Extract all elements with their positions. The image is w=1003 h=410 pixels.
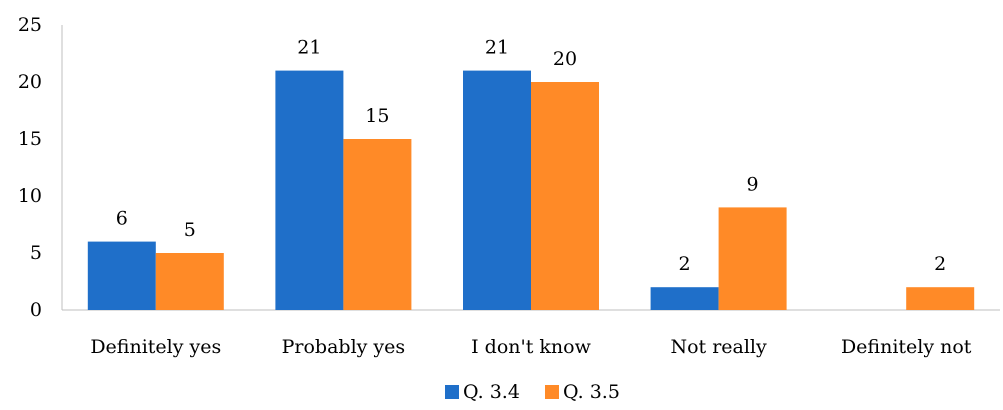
bar: [275, 70, 344, 310]
bar: [155, 253, 224, 310]
bar: [463, 70, 531, 310]
legend-label: Q. 3.5: [563, 381, 620, 403]
bar: [906, 287, 975, 310]
x-tick-label: Definitely not: [841, 336, 972, 358]
legend-label: Q. 3.4: [463, 381, 520, 403]
x-tick-label: Not really: [670, 336, 767, 358]
y-tick-label: 25: [18, 14, 42, 36]
y-tick-label: 5: [30, 242, 42, 264]
x-tick-label: I don't know: [471, 336, 591, 358]
data-label: 2: [934, 253, 946, 275]
x-tick-label: Definitely yes: [90, 336, 221, 358]
legend-swatch: [545, 385, 559, 399]
data-label: 21: [485, 37, 509, 59]
x-axis: Definitely yes Probably yes I don't know No…: [62, 309, 1000, 358]
bar: [718, 207, 787, 310]
data-label: 5: [184, 219, 196, 241]
y-axis: 0 5 10 15 20 25: [18, 14, 63, 321]
data-label: 6: [116, 208, 128, 230]
data-label: 20: [553, 48, 577, 70]
data-labels: 6 5 21 15 21 20 2 9 2: [116, 37, 946, 276]
legend: Q. 3.4 Q. 3.5: [445, 381, 620, 403]
y-tick-label: 10: [18, 185, 42, 207]
bar: [531, 82, 599, 310]
data-label: 2: [679, 253, 691, 275]
data-label: 15: [365, 105, 389, 127]
bar: [87, 241, 156, 310]
bar: [650, 287, 719, 310]
x-tick-label: Probably yes: [282, 336, 406, 358]
legend-swatch: [445, 385, 459, 399]
y-tick-label: 20: [18, 71, 42, 93]
bar: [343, 139, 412, 310]
y-tick-label: 0: [30, 299, 42, 321]
y-tick-label: 15: [18, 128, 42, 150]
bars: [87, 70, 975, 310]
data-label: 21: [297, 37, 321, 59]
data-label: 9: [747, 173, 759, 195]
